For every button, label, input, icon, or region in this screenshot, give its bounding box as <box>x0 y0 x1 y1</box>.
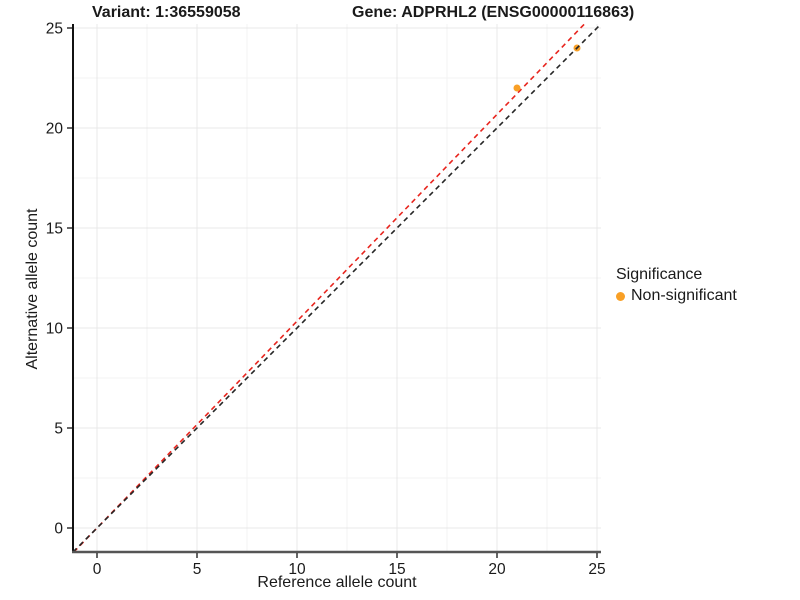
legend-item-non-significant: Non-significant <box>616 287 737 305</box>
y-tick-label: 5 <box>54 421 63 438</box>
y-tick-label: 25 <box>46 21 63 38</box>
x-tick-label: 10 <box>288 561 306 578</box>
gene-title: Gene: ADPRHL2 (ENSG00000116863) <box>352 4 635 21</box>
y-tick-label: 10 <box>46 321 64 338</box>
legend-point-swatch <box>616 291 625 301</box>
variant-title: Variant: 1:36559058 <box>92 4 241 21</box>
x-tick-label: 15 <box>388 561 405 578</box>
x-tick-label: 5 <box>193 561 202 578</box>
y-tick-label: 15 <box>46 221 63 238</box>
fit-line <box>73 23 586 553</box>
legend: Significance Non-significant <box>616 266 737 305</box>
legend-title: Significance <box>616 266 703 283</box>
data-point <box>513 84 521 92</box>
y-axis-title: Alternative allele count <box>24 208 41 370</box>
x-tick-label: 25 <box>588 561 605 578</box>
legend-item-label: Non-significant <box>631 287 737 304</box>
y-tick-label: 20 <box>46 121 64 138</box>
y-tick-label: 0 <box>54 521 63 538</box>
x-tick-label: 20 <box>488 561 506 578</box>
x-axis-title: Reference allele count <box>257 574 417 591</box>
identity-line <box>72 23 602 553</box>
x-tick-label: 0 <box>93 561 102 578</box>
